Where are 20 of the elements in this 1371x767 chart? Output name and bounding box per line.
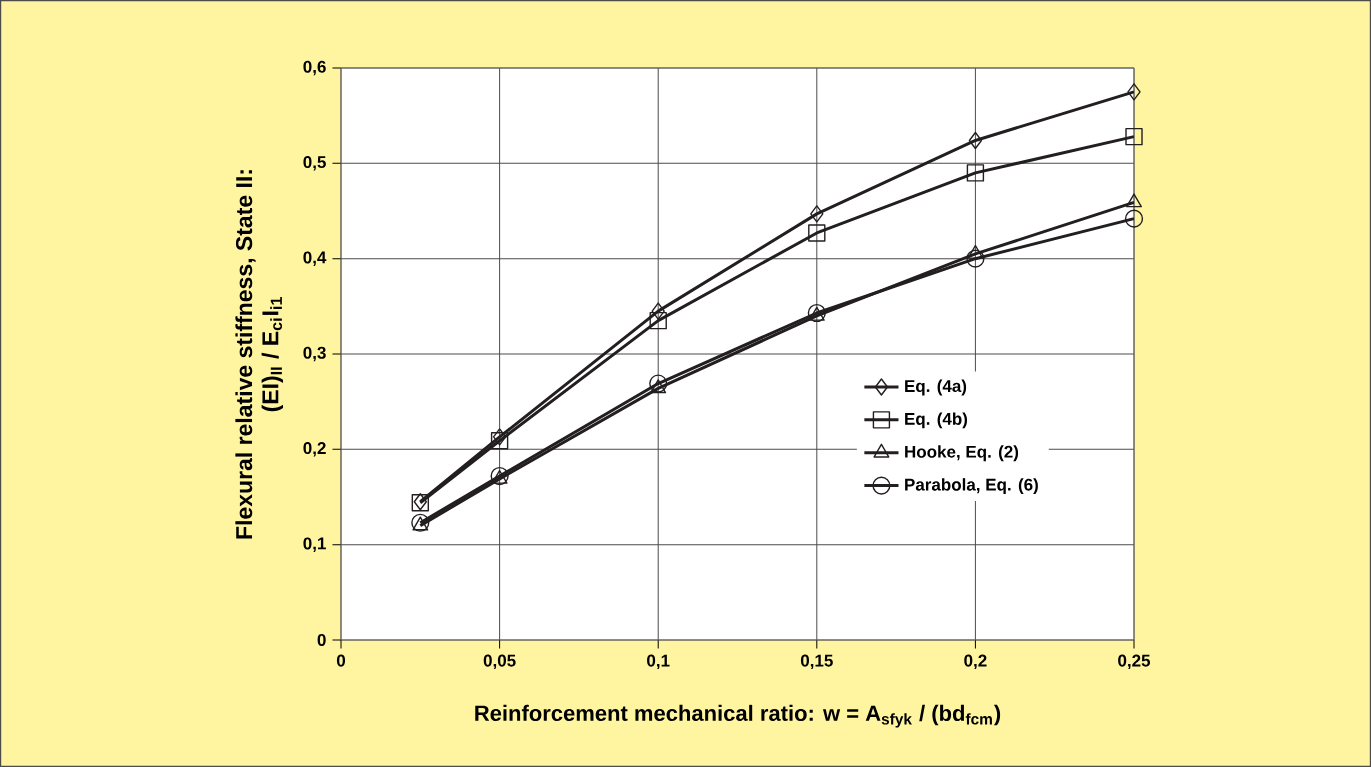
y-tick-label: 0,2 bbox=[303, 442, 326, 457]
y-tick-label: 0,1 bbox=[303, 537, 326, 552]
y-tick-label: 0 bbox=[317, 634, 326, 647]
x-tick-label: 0 bbox=[336, 654, 346, 667]
x-tick-label: 0,2 bbox=[964, 654, 987, 670]
x-tick-label: 0,05 bbox=[483, 654, 516, 670]
legend-label: Parabola, Eq. (6) bbox=[905, 478, 1038, 494]
x-tick-label: 0,15 bbox=[800, 654, 833, 670]
legend-label: Eq. (4a) bbox=[905, 379, 967, 396]
x-tick-label: 0,25 bbox=[1118, 654, 1151, 670]
x-tick-label: 0,1 bbox=[647, 654, 670, 670]
legend-label: Hooke, Eq. (2) bbox=[905, 445, 1019, 462]
y-tick-label: 0,3 bbox=[303, 346, 326, 362]
y-axis-title: Flexural relative stiffness, State II: bbox=[235, 170, 256, 539]
x-axis-title: Reinforcement mechanical ratio: w = A$_{sfyk}$ / (bd$_{fcm}$) bbox=[475, 704, 1001, 728]
y-tick-label: 0,6 bbox=[303, 60, 326, 76]
y2-axis-title: (EI)$_{II}$ / E$_{ci}$I$_{i1}$ bbox=[261, 297, 284, 412]
legend-label: Eq. (4b) bbox=[905, 412, 968, 429]
y-tick-label: 0,4 bbox=[303, 251, 327, 266]
y-tick-label: 0,5 bbox=[303, 156, 326, 171]
